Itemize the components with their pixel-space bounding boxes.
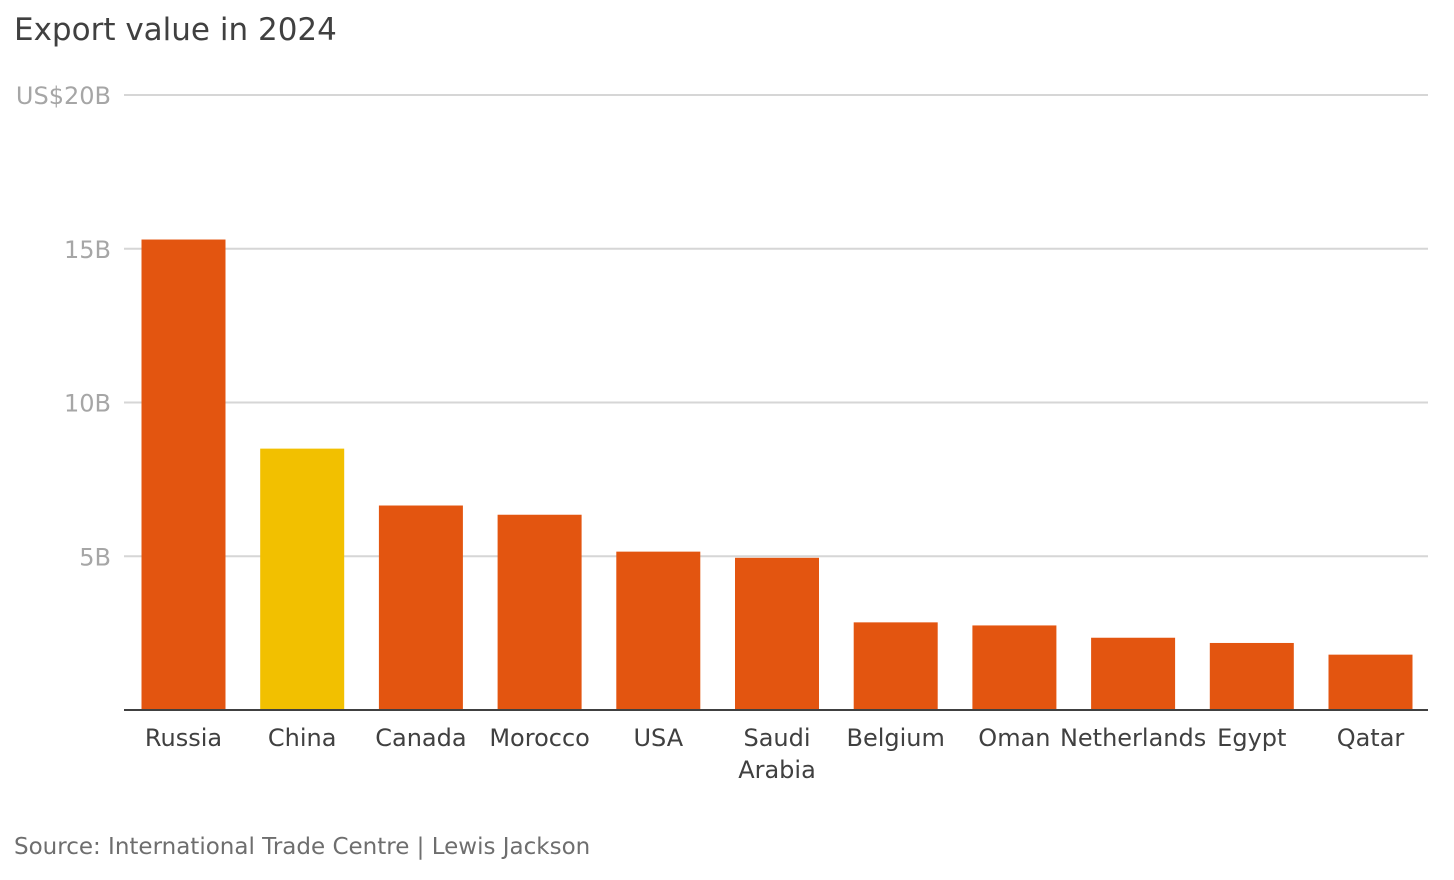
bar-usa bbox=[616, 551, 701, 710]
x-tick-label: Netherlands bbox=[1060, 724, 1206, 752]
x-tick-label-line: Canada bbox=[375, 724, 466, 752]
x-tick-label: Russia bbox=[145, 724, 222, 752]
x-tick-label: Qatar bbox=[1337, 724, 1405, 752]
x-tick-label-line: China bbox=[268, 724, 337, 752]
x-tick-label-line: Russia bbox=[145, 724, 222, 752]
bar-saudi-arabia bbox=[735, 557, 819, 710]
x-tick-label-line: Qatar bbox=[1337, 724, 1405, 752]
source-note: Source: International Trade Centre | Lew… bbox=[14, 834, 591, 860]
x-axis-labels: Russia China Canada Morocco USA Saudi Arabia Be… bbox=[145, 724, 1405, 784]
x-tick-label: USA bbox=[633, 724, 683, 752]
x-tick-label-line: Arabia bbox=[738, 756, 816, 784]
x-tick-label-line: Oman bbox=[978, 724, 1050, 752]
bar-qatar bbox=[1328, 654, 1413, 710]
y-tick-label: 15B bbox=[64, 236, 111, 264]
bar-morocco bbox=[497, 514, 582, 710]
bar-oman bbox=[972, 625, 1057, 710]
bar-canada bbox=[378, 505, 463, 710]
x-tick-label-line: Saudi bbox=[743, 724, 810, 752]
x-tick-label: China bbox=[268, 724, 337, 752]
x-tick-label: Egypt bbox=[1217, 724, 1286, 752]
x-tick-label-line: Netherlands bbox=[1060, 724, 1206, 752]
chart-title: Export value in 2024 bbox=[14, 12, 337, 48]
x-tick-label: Oman bbox=[978, 724, 1050, 752]
y-tick-label: US$20B bbox=[16, 82, 111, 110]
x-tick-label: Morocco bbox=[489, 724, 590, 752]
bar-china bbox=[260, 448, 345, 710]
y-axis-ticks: US$20B 15B 10B 5B bbox=[16, 82, 111, 571]
bar-egypt bbox=[1209, 642, 1294, 710]
x-tick-label-line: USA bbox=[633, 724, 683, 752]
x-tick-label-line: Belgium bbox=[847, 724, 945, 752]
y-tick-label: 10B bbox=[64, 390, 111, 418]
x-tick-label: Belgium bbox=[847, 724, 945, 752]
bar-netherlands bbox=[1091, 637, 1176, 710]
x-tick-label-line: Morocco bbox=[489, 724, 590, 752]
bar-belgium bbox=[853, 622, 938, 710]
x-tick-label: Saudi Arabia bbox=[738, 724, 816, 784]
x-tick-label-line: Egypt bbox=[1217, 724, 1286, 752]
bars bbox=[141, 239, 1413, 710]
x-tick-label: Canada bbox=[375, 724, 466, 752]
bar-russia bbox=[141, 239, 226, 710]
y-tick-label: 5B bbox=[79, 543, 111, 571]
